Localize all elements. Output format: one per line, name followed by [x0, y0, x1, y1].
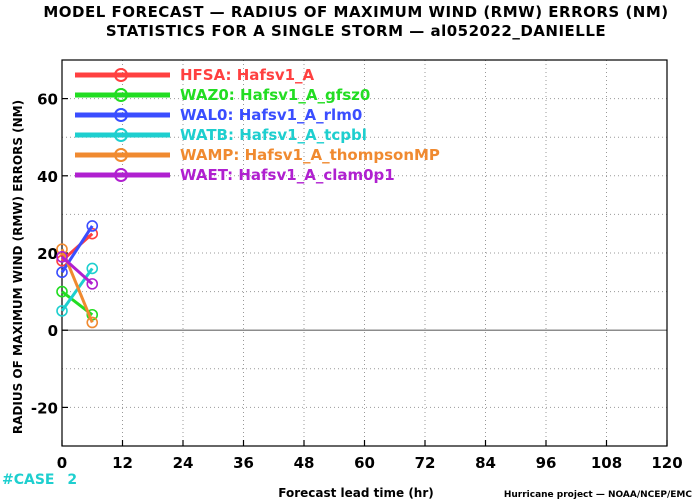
- case-count: 2: [67, 472, 77, 488]
- data-point: [86, 262, 99, 275]
- grid: [62, 60, 667, 446]
- case-label: #CASE 2: [2, 472, 77, 488]
- legend: HFSA: Hafsv1_A WAZ0: Hafsv1_A_gfsz0 WAL0: …: [75, 66, 440, 184]
- x-tick-label: 120: [651, 454, 682, 472]
- x-tick-label: 24: [173, 454, 194, 472]
- x-tick-label: 60: [354, 454, 375, 472]
- series-layer: [56, 220, 99, 329]
- series-line: [61, 255, 94, 285]
- y-axis-ticks: -20 0 20 40 60: [31, 91, 68, 417]
- x-tick-label: 108: [591, 454, 622, 472]
- legend-item-0: HFSA: Hafsv1_A: [75, 66, 315, 84]
- data-point: [56, 251, 68, 263]
- data-point: [56, 305, 68, 317]
- legend-item-3: WATB: Hafsv1_A_tcpbl: [75, 126, 367, 144]
- chart-title: MODEL FORECAST — RADIUS OF MAXIMUM WIND …: [43, 3, 668, 21]
- y-tick-label: 20: [37, 245, 58, 263]
- legend-label: WAMP: Hafsv1_A_thompsonMP: [180, 146, 440, 164]
- legend-marker: [114, 88, 128, 102]
- x-tick-label: 96: [536, 454, 557, 472]
- legend-marker: [114, 128, 128, 142]
- x-tick-label: 84: [475, 454, 496, 472]
- y-tick-label: 60: [37, 91, 58, 109]
- legend-marker: [114, 148, 128, 162]
- data-point: [56, 285, 68, 298]
- legend-item-4: WAMP: Hafsv1_A_thompsonMP: [75, 146, 440, 164]
- x-tick-label: 12: [112, 454, 133, 472]
- x-tick-label: 0: [57, 454, 67, 472]
- legend-label: WAL0: Hafsv1_A_rlm0: [180, 106, 362, 124]
- footer-credit: Hurricane project — NOAA/NCEP/EMC: [504, 490, 693, 500]
- y-tick-label: 40: [37, 168, 58, 186]
- legend-label: WATB: Hafsv1_A_tcpbl: [180, 126, 367, 144]
- y-axis-label: RADIUS OF MAXIMUM WIND (RMW) ERRORS (NM): [11, 100, 25, 434]
- x-tick-label: 36: [233, 454, 254, 472]
- legend-marker: [114, 108, 128, 122]
- data-point: [86, 316, 99, 329]
- chart-subtitle: STATISTICS FOR A SINGLE STORM — al052022…: [106, 22, 606, 40]
- x-axis-label: Forecast lead time (hr): [278, 486, 434, 500]
- legend-label: HFSA: Hafsv1_A: [180, 66, 315, 84]
- data-point: [86, 278, 99, 290]
- legend-marker: [114, 68, 128, 82]
- legend-marker: [114, 168, 128, 182]
- x-tick-label: 72: [415, 454, 436, 472]
- data-point: [56, 243, 68, 255]
- legend-item-5: WAET: Hafsv1_A_clam0p1: [75, 166, 395, 184]
- case-prefix: #CASE: [2, 472, 55, 488]
- legend-item-2: WAL0: Hafsv1_A_rlm0: [75, 106, 362, 124]
- legend-item-1: WAZ0: Hafsv1_A_gfsz0: [75, 86, 370, 104]
- data-point: [56, 266, 68, 279]
- x-tick-label: 48: [294, 454, 315, 472]
- y-tick-label: 0: [48, 322, 58, 340]
- y-tick-label: -20: [31, 399, 58, 417]
- legend-label: WAET: Hafsv1_A_clam0p1: [180, 166, 395, 184]
- legend-label: WAZ0: Hafsv1_A_gfsz0: [180, 86, 370, 104]
- x-axis-ticks: 0 12 24 36 48 60 72 84 96 108 120: [57, 440, 683, 472]
- data-point: [86, 220, 99, 232]
- series-5: [56, 251, 99, 290]
